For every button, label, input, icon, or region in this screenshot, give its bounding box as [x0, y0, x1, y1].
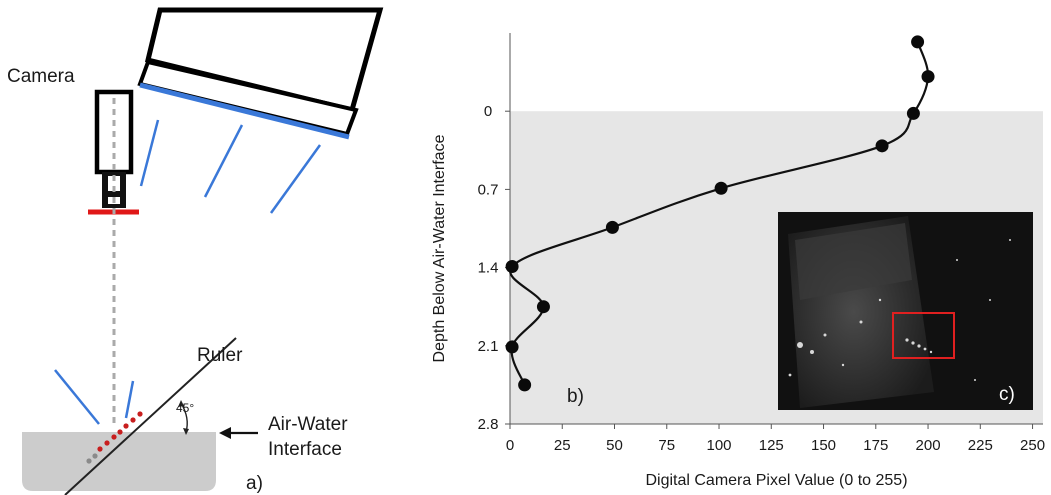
- data-point: [536, 300, 550, 314]
- x-tick-label: 175: [863, 437, 888, 454]
- camera-label: Camera: [7, 66, 75, 87]
- interface-label-line2: Interface: [268, 439, 342, 460]
- y-tick-label: 0: [484, 103, 492, 120]
- y-tick-label: 0.7: [478, 181, 499, 198]
- x-tick-label: 225: [968, 437, 993, 454]
- x-tick-label: 200: [916, 437, 941, 454]
- schematic-diagram: Camera 45° Ruler Air-Water Interface a): [7, 7, 384, 495]
- data-point: [605, 220, 619, 234]
- series-points: [505, 35, 935, 392]
- inset-specks: [788, 239, 1011, 381]
- inset-highlight-box: [892, 312, 955, 359]
- x-tick-label: 50: [606, 437, 623, 454]
- light-emitter-panel: [139, 82, 350, 140]
- data-point: [906, 106, 920, 120]
- panel-c-label: c): [999, 384, 1015, 405]
- x-axis-label: Digital Camera Pixel Value (0 to 255): [645, 472, 907, 489]
- data-point: [505, 259, 519, 273]
- panel-b-label: b): [567, 386, 584, 407]
- light-rays: [54, 119, 322, 425]
- x-tick-label: 0: [506, 437, 514, 454]
- x-tick-label: 100: [707, 437, 732, 454]
- y-tick-label: 2.1: [478, 338, 499, 355]
- y-tick-label: 1.4: [478, 260, 499, 277]
- x-tick-label: 150: [811, 437, 836, 454]
- camera: [88, 89, 139, 425]
- data-point: [714, 181, 728, 195]
- particle-dots-submerged: [86, 453, 98, 464]
- interface-label-line1: Air-Water: [268, 414, 348, 435]
- data-point: [505, 340, 519, 354]
- panel-a-label: a): [246, 473, 263, 494]
- data-point: [875, 139, 889, 153]
- data-point: [518, 378, 532, 392]
- water-tank: [22, 432, 216, 491]
- series-line: [509, 41, 930, 386]
- data-point: [911, 35, 925, 49]
- ruler-label: Ruler: [197, 345, 243, 366]
- data-point: [921, 70, 935, 84]
- x-tick-label: 75: [658, 437, 675, 454]
- y-tick-label: 2.8: [478, 416, 499, 433]
- angle-label: 45°: [176, 401, 194, 415]
- y-axis-ticks: 0 0.7 1.4 2.1 2.8: [478, 103, 510, 433]
- inset-image: c): [778, 212, 1033, 410]
- x-tick-label: 250: [1020, 437, 1045, 454]
- ruler-line: [64, 337, 237, 495]
- particle-dots: [97, 411, 143, 452]
- x-tick-label: 25: [554, 437, 571, 454]
- x-tick-label: 125: [759, 437, 784, 454]
- x-axis-ticks: 0 25 50 75 100 125 150 175 200 225 250: [506, 424, 1045, 454]
- y-axis-label: Depth Below Air-Water Interface: [431, 134, 448, 362]
